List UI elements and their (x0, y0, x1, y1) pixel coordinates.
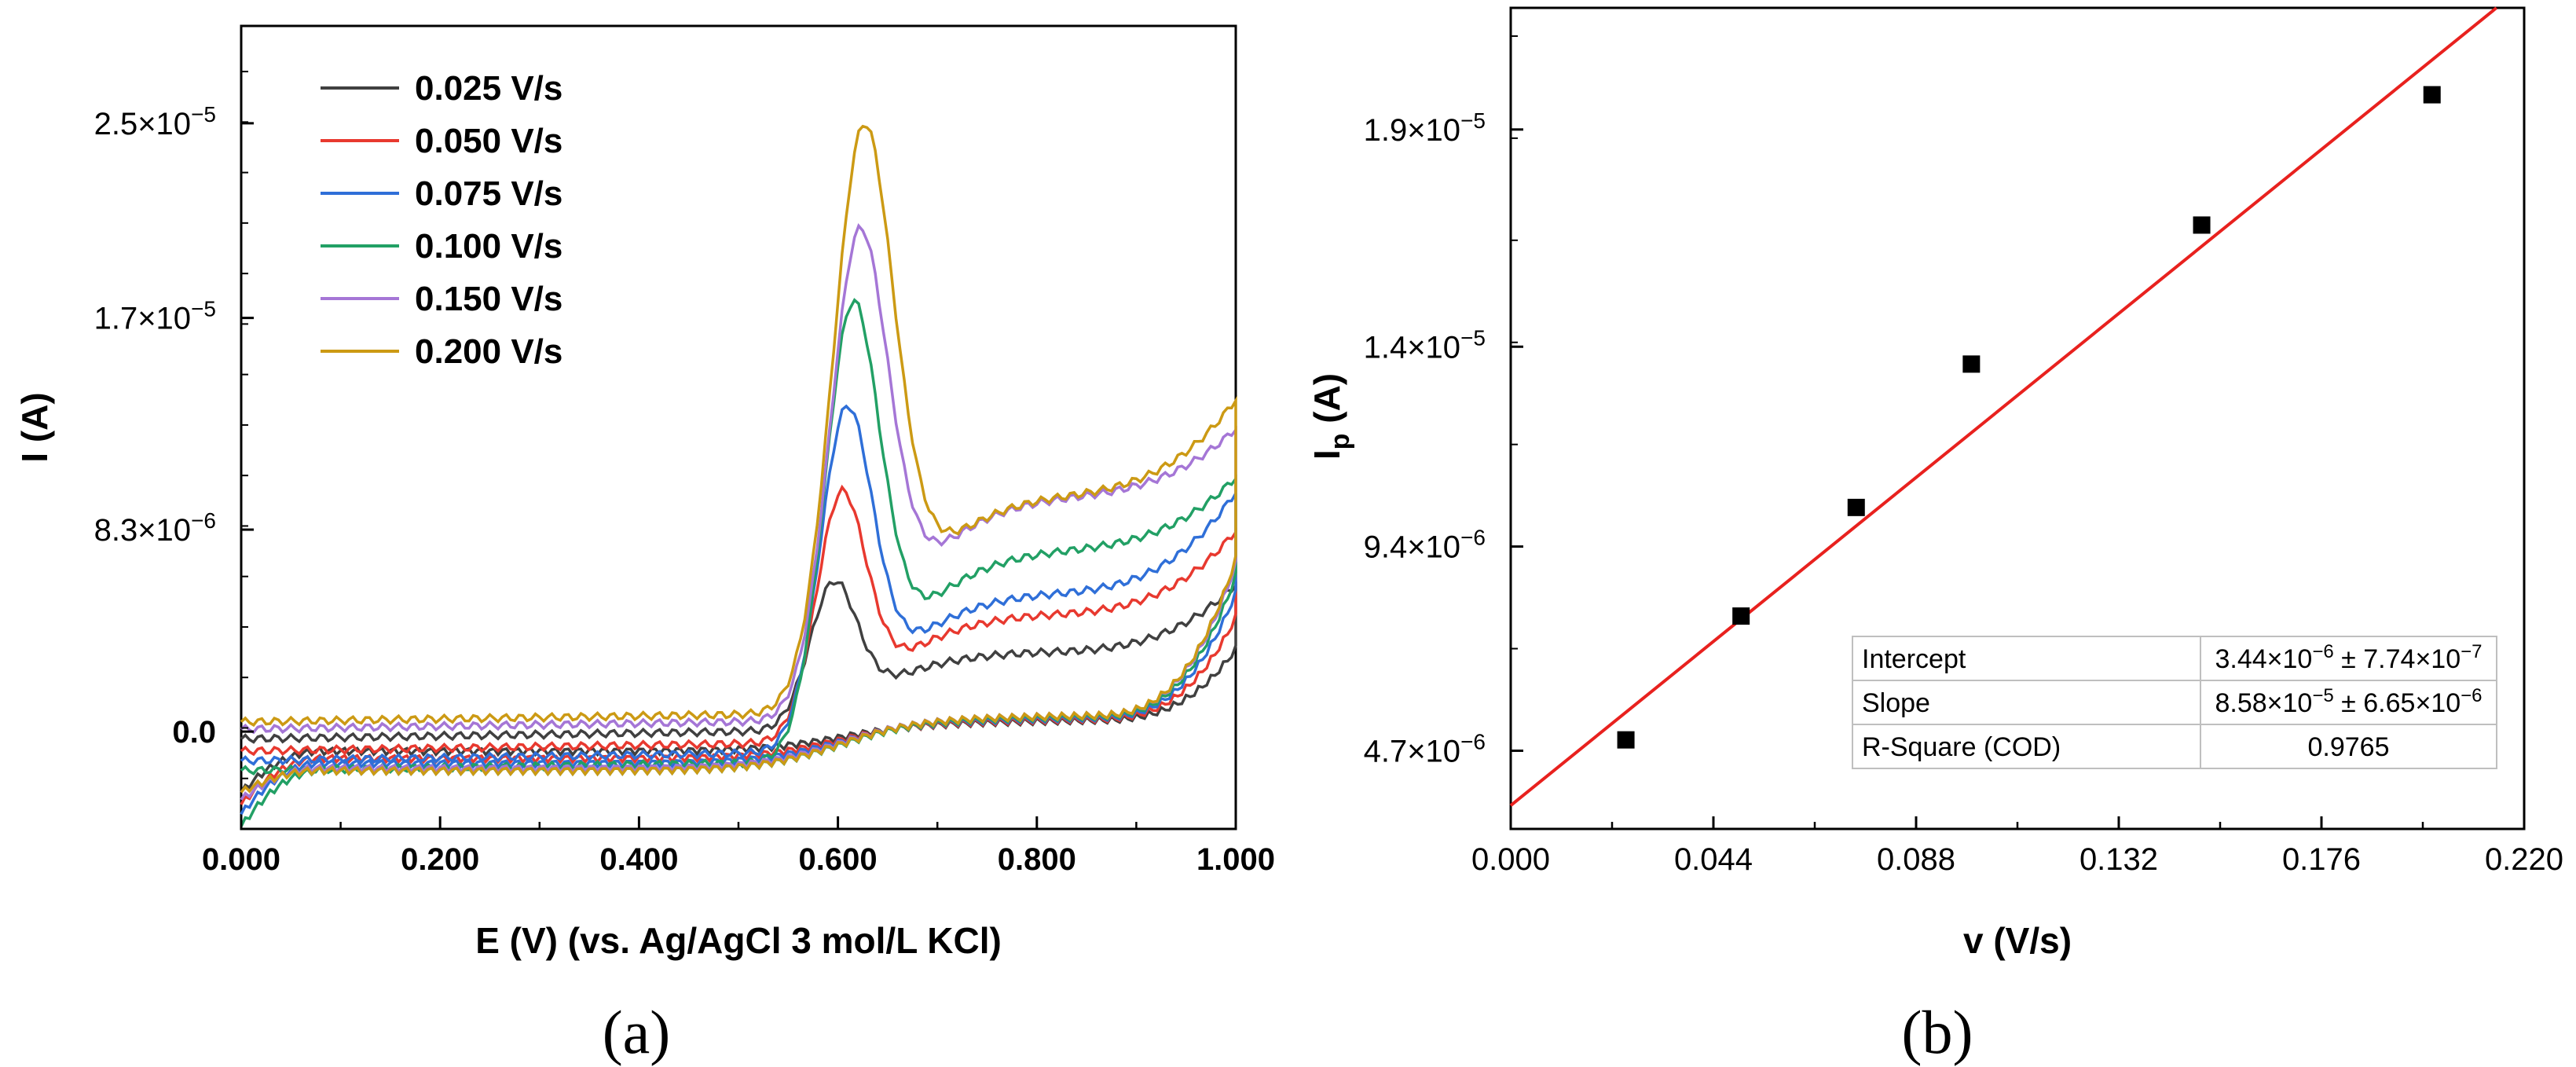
legend-label-0.150: 0.150 V/s (415, 280, 562, 318)
x-tick-label: 0.220 (2485, 842, 2563, 877)
fit-table-label: R-Square (COD) (1862, 732, 2061, 762)
y-tick-label: 2.5×10−5 (94, 102, 216, 141)
legend-label-0.025: 0.025 V/s (415, 69, 562, 108)
x-tick-label: 0.000 (202, 842, 280, 877)
fit-table-value: 8.58×10−5 ± 6.65×10−6 (2215, 685, 2482, 718)
fit-table-label: Slope (1862, 688, 1930, 718)
x-tick-label: 0.132 (2079, 842, 2158, 877)
x-tick-label: 0.176 (2282, 842, 2361, 877)
fit-table-frame (1852, 636, 2497, 769)
x-tick-label: 0.088 (1877, 842, 1955, 877)
data-point (2193, 216, 2211, 234)
x-tick-label: 0.800 (998, 842, 1076, 877)
y-tick-label: 9.4×10−6 (1364, 526, 1486, 565)
data-point (1617, 731, 1635, 749)
cv-curve-0.200 (240, 124, 1237, 794)
chart-a: 0.000 0.200 0.400 0.600 0.800 1.000 0.0 8.3×10−… (14, 24, 1275, 1066)
chart-b: 0.000 0.044 0.088 0.132 0.176 0.220 4.7×10−6 9.… (1306, 6, 2563, 1066)
y-tick-label: 8.3×10−6 (94, 508, 216, 548)
y-tick-label: 1.9×10−5 (1364, 108, 1486, 148)
linear-fit-line (1509, 6, 2497, 807)
chart-a-legend: 0.025 V/s 0.050 V/s 0.075 V/s 0.100 V/s 0.15… (321, 69, 562, 371)
panel-label-b: (b) (1902, 998, 1973, 1066)
chart-a-ticks: 0.000 0.200 0.400 0.600 0.800 1.000 0.0 8.3×10−… (94, 71, 1275, 877)
x-tick-label: 1.000 (1196, 842, 1275, 877)
fit-table: Intercept 3.44×10−6 ± 7.74×10−7 Slope 8.58×… (1852, 636, 2497, 769)
chart-a-curves (240, 124, 1237, 827)
data-point (2423, 86, 2441, 104)
chart-a-ylabel: I (A) (14, 392, 55, 462)
x-tick-label: 0.044 (1674, 842, 1753, 877)
x-tick-label: 0.400 (599, 842, 678, 877)
x-tick-label: 0.000 (1471, 842, 1550, 877)
x-tick-label: 0.600 (799, 842, 878, 877)
legend-label-0.100: 0.100 V/s (415, 227, 562, 266)
chart-b-points (1617, 86, 2441, 749)
data-point (1962, 355, 1981, 373)
fit-table-value: 3.44×10−6 ± 7.74×10−7 (2215, 641, 2482, 674)
fit-table-value: 0.9765 (2308, 732, 2390, 762)
chart-a-xlabel: E (V) (vs. Ag/AgCl 3 mol/L KCl) (475, 920, 1002, 961)
chart-b-ticks: 0.000 0.044 0.088 0.132 0.176 0.220 4.7×10−6 9.… (1364, 35, 2563, 877)
data-point (1732, 607, 1750, 625)
y-tick-label: 4.7×10−6 (1364, 729, 1486, 768)
y-tick-label: 1.4×10−5 (1364, 325, 1486, 365)
data-point (1847, 498, 1865, 516)
chart-b-ylabel: Ip (A) (1306, 373, 1355, 460)
legend-label-0.200: 0.200 V/s (415, 332, 562, 371)
y-tick-label: 1.7×10−5 (94, 297, 216, 336)
chart-b-xlabel: v (V/s) (1963, 920, 2072, 961)
x-tick-label: 0.200 (401, 842, 479, 877)
y-tick-label: 0.0 (172, 715, 216, 750)
legend-label-0.075: 0.075 V/s (415, 174, 562, 213)
legend-label-0.050: 0.050 V/s (415, 122, 562, 160)
panel-label-a: (a) (603, 998, 671, 1066)
chart-a-frame (240, 24, 1237, 830)
fit-table-label: Intercept (1862, 644, 1966, 674)
chart-b-fit (1509, 6, 2497, 807)
